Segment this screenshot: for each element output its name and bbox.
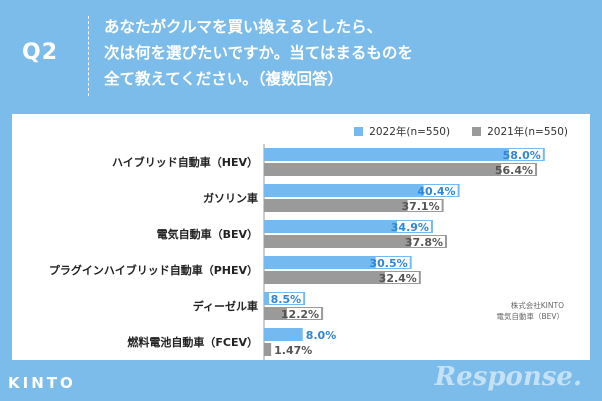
category-label: ハイブリッド自動車（HEV）	[112, 155, 258, 169]
response-watermark: Response.	[434, 362, 582, 392]
value-label-2022: 34.9%	[391, 221, 429, 234]
question-line: 全て教えてください。（複数回答）	[104, 70, 344, 88]
legend-item-2021: 2021年(n=550)	[472, 124, 568, 139]
chart-panel: ハイブリッド自動車（HEV） 58.0% 56.4% ガソリン車 40.4% 37.1% 電…	[12, 114, 590, 360]
question-number: Q2	[22, 40, 59, 65]
bar-2022	[264, 328, 303, 341]
category-label: ディーゼル車	[193, 299, 258, 313]
value-label-background	[396, 221, 431, 232]
kinto-logo: KINTO	[8, 374, 76, 392]
question-divider	[88, 16, 89, 96]
bar-2021	[264, 271, 421, 284]
value-label-background	[508, 149, 543, 160]
bar-2022	[264, 256, 412, 269]
footer: KINTO Response.	[0, 360, 602, 401]
bar-2021	[264, 163, 538, 176]
legend-swatch-2022	[354, 127, 364, 136]
question-line: あなたがクルマを買い換えるとしたら、	[104, 18, 383, 36]
legend-item-2022: 2022年(n=550)	[354, 124, 450, 139]
bar-2022	[264, 148, 545, 161]
value-label-2021: 56.4%	[495, 164, 533, 177]
value-label-background	[411, 236, 445, 247]
value-label-2021: 12.2%	[281, 308, 319, 321]
value-label-2022: 8.0%	[306, 329, 337, 342]
question-text: あなたがクルマを買い換えるとしたら、 次は何を選びたいですか。当てはまるものを …	[104, 14, 574, 92]
bar-2022	[264, 184, 460, 197]
value-label-2022: 30.5%	[369, 257, 407, 270]
bar-2021	[264, 343, 272, 356]
value-label-2022: 8.5%	[271, 293, 302, 306]
value-label-2022: 58.0%	[503, 149, 541, 162]
legend: 2022年(n=550) 2021年(n=550)	[354, 124, 568, 139]
value-label-2021: 37.1%	[401, 200, 439, 213]
value-label-background	[501, 164, 536, 175]
bar-2022	[264, 220, 433, 233]
category-label: プラグインハイブリッド自動車（PHEV）	[49, 263, 258, 277]
category-label: 燃料電池自動車（FCEV）	[126, 335, 258, 349]
bar-2021	[264, 235, 447, 248]
header: Q2 あなたがクルマを買い換えるとしたら、 次は何を選びたいですか。当てはまるも…	[0, 0, 602, 110]
value-label-background	[423, 185, 458, 196]
legend-label-2021: 2021年(n=550)	[487, 126, 568, 138]
value-label-2021: 32.4%	[379, 272, 417, 285]
value-label-background	[407, 200, 442, 211]
value-label-background	[269, 293, 304, 304]
question-line: 次は何を選びたいですか。当てはまるものを	[104, 44, 413, 62]
category-label: ガソリン車	[203, 191, 258, 205]
value-label-2021: 37.8%	[405, 236, 443, 249]
legend-swatch-2021	[472, 127, 482, 136]
bar-chart: ハイブリッド自動車（HEV） 58.0% 56.4% ガソリン車 40.4% 37.1% 電…	[49, 144, 545, 360]
source-survey: 電気自動車（BEV）	[496, 312, 564, 321]
category-label: 電気自動車（BEV）	[157, 227, 258, 241]
value-label-background	[287, 308, 322, 319]
value-label-background	[375, 257, 410, 268]
value-label-2021: 1.47%	[274, 344, 312, 357]
bar-2021	[264, 199, 444, 212]
source-company: 株式会社KINTO	[510, 301, 564, 310]
legend-label-2022: 2022年(n=550)	[369, 126, 451, 138]
value-label-2022: 40.4%	[417, 185, 455, 198]
value-label-background	[384, 272, 419, 283]
source-note: 株式会社KINTO 電気自動車（BEV）	[496, 300, 564, 322]
